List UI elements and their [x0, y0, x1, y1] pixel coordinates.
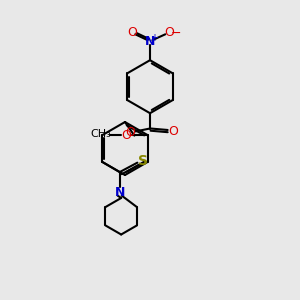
Text: N: N [115, 186, 125, 199]
Text: N: N [145, 35, 155, 48]
Text: O: O [125, 126, 135, 139]
Text: CH₃: CH₃ [90, 129, 111, 140]
Text: −: − [170, 27, 181, 40]
Text: O: O [127, 26, 137, 39]
Text: O: O [122, 129, 131, 142]
Text: S: S [138, 154, 148, 168]
Text: O: O [168, 125, 178, 138]
Text: O: O [164, 26, 174, 39]
Text: +: + [150, 33, 158, 43]
